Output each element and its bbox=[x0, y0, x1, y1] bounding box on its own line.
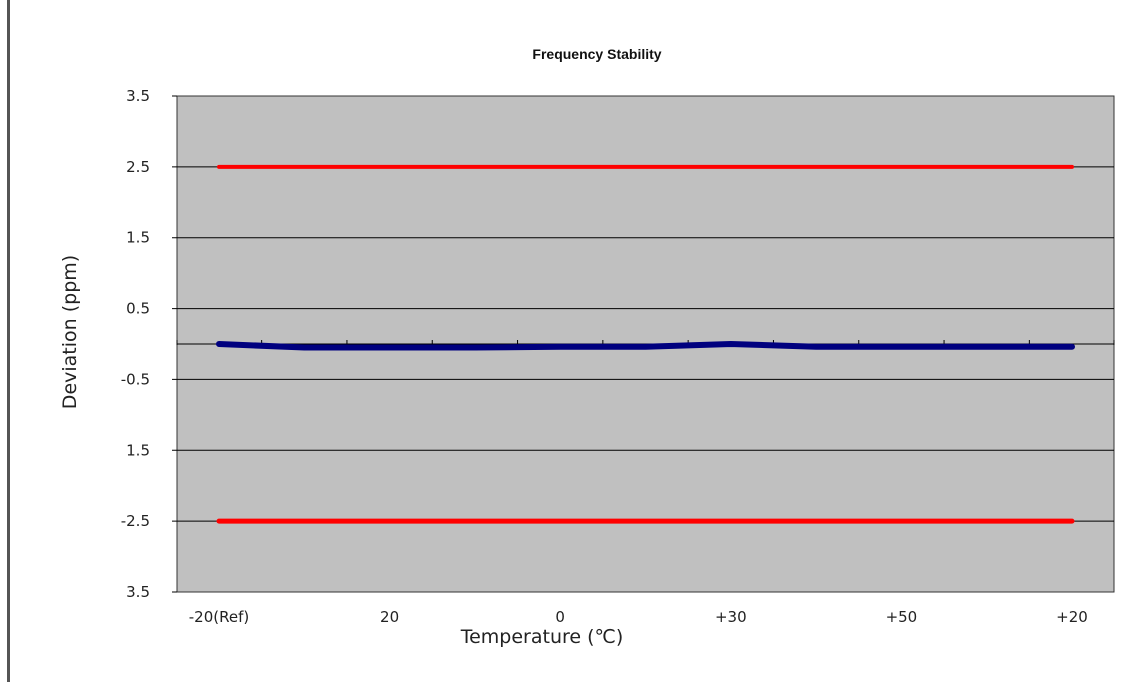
series-layer bbox=[216, 164, 1075, 524]
y-tick-label: 2.5 bbox=[126, 158, 150, 176]
y-tick-label: -0.5 bbox=[121, 370, 150, 388]
y-tick-label: 3.5 bbox=[126, 583, 150, 601]
y-tick-label: 3.5 bbox=[126, 87, 150, 105]
y-tick-label: 1.5 bbox=[126, 441, 150, 459]
left-border-rule bbox=[7, 0, 10, 682]
y-axis-tick-labels: 3.5 2.5 1.5 0.5 -0.5 1.5 -2.5 3.5 bbox=[121, 87, 150, 601]
y-tick-label: 0.5 bbox=[126, 300, 150, 318]
x-tick-label: +20 bbox=[1056, 608, 1088, 626]
chart-title: Frequency Stability bbox=[532, 46, 661, 62]
y-axis-title: Deviation (ppm) bbox=[59, 255, 81, 409]
y-tick-label: 1.5 bbox=[126, 229, 150, 247]
x-tick-label: 20 bbox=[380, 608, 399, 626]
x-tick-label: +30 bbox=[715, 608, 747, 626]
x-tick-label: -20(Ref) bbox=[189, 608, 249, 626]
x-axis-title: Temperature (℃) bbox=[460, 626, 624, 648]
series-line bbox=[216, 341, 1075, 351]
y-tick-label: -2.5 bbox=[121, 512, 150, 530]
x-tick-label: 0 bbox=[555, 608, 565, 626]
x-axis-tick-labels: -20(Ref) 20 0 +30 +50 +20 bbox=[189, 608, 1088, 626]
x-tick-label: +50 bbox=[886, 608, 918, 626]
